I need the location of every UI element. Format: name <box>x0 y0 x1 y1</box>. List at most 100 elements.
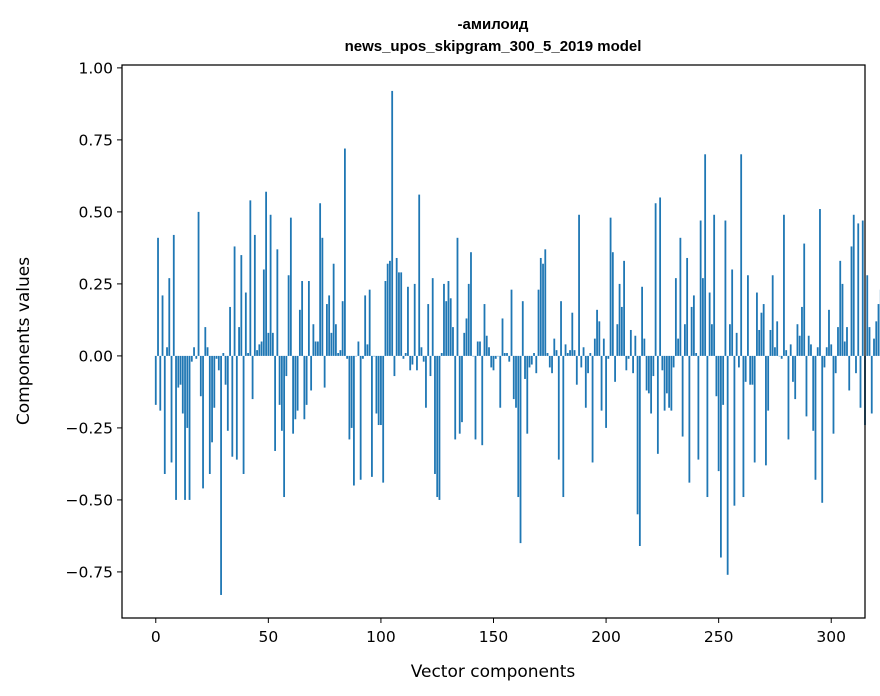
bar <box>756 292 758 356</box>
bar <box>643 338 646 356</box>
bar <box>656 355 659 454</box>
bar <box>677 338 680 356</box>
bar <box>591 355 594 463</box>
bar <box>560 301 562 356</box>
bar <box>179 355 182 385</box>
bar <box>580 355 583 368</box>
bar <box>503 353 506 356</box>
bar <box>699 220 702 356</box>
bar <box>510 289 513 356</box>
bar <box>841 283 844 356</box>
bar <box>578 214 580 356</box>
bar <box>332 263 335 356</box>
bar <box>154 355 157 405</box>
bar <box>226 355 229 431</box>
bar <box>319 203 322 356</box>
bar <box>416 355 418 371</box>
bar <box>873 338 875 356</box>
bar <box>278 355 281 405</box>
bar <box>760 312 763 356</box>
bar <box>362 355 364 359</box>
bar <box>566 353 569 356</box>
bar <box>481 355 484 446</box>
bar <box>535 355 538 374</box>
bar <box>517 355 520 498</box>
bar <box>195 355 198 359</box>
bar <box>866 275 869 356</box>
bar <box>857 223 860 356</box>
bar <box>208 355 211 474</box>
bar <box>330 332 333 356</box>
bar <box>695 353 698 356</box>
bar <box>274 355 276 451</box>
bar <box>172 234 175 356</box>
bar <box>614 355 616 382</box>
bar <box>467 283 470 356</box>
bar <box>289 217 292 356</box>
bar <box>823 355 826 368</box>
bar <box>843 341 846 356</box>
x-tick-label: 300 <box>816 628 846 646</box>
bar <box>690 306 693 356</box>
bar <box>530 355 533 365</box>
bar <box>623 260 625 356</box>
y-axis-ticks: −0.75 −0.50 −0.25 0.00 0.25 0.50 0.75 1.00 <box>66 59 122 581</box>
bar <box>722 355 725 405</box>
x-tick-label: 0 <box>151 628 161 646</box>
bar <box>260 341 263 356</box>
bar <box>542 263 544 356</box>
y-tick-label: −0.50 <box>66 491 114 509</box>
bar <box>589 353 592 356</box>
bar <box>267 332 270 356</box>
bar <box>539 257 542 356</box>
bar <box>215 355 218 359</box>
bar <box>731 269 734 356</box>
bar <box>501 318 504 356</box>
bar <box>276 249 279 356</box>
bar <box>661 355 664 371</box>
bar <box>670 355 673 411</box>
bar <box>389 260 391 356</box>
bar <box>647 355 650 394</box>
bar <box>744 355 747 382</box>
bar <box>515 355 517 408</box>
bar <box>776 321 779 356</box>
bar <box>211 355 213 443</box>
bar <box>206 347 209 356</box>
bar <box>733 355 736 506</box>
bar <box>474 355 477 440</box>
y-tick-label: 1.00 <box>78 59 113 77</box>
bar <box>753 355 756 463</box>
bar <box>186 355 189 428</box>
bar <box>224 355 227 385</box>
bar <box>499 355 502 408</box>
bar <box>555 350 558 356</box>
bar <box>346 355 349 359</box>
bar <box>253 234 256 356</box>
bar <box>305 355 308 405</box>
bar <box>456 237 459 356</box>
bar <box>386 263 389 356</box>
bar <box>271 332 274 356</box>
bar <box>627 355 630 359</box>
bar <box>296 355 299 411</box>
bar <box>688 355 691 483</box>
bar <box>771 275 774 356</box>
bar <box>740 154 743 356</box>
bar <box>834 355 837 374</box>
y-tick-label: 0.00 <box>78 347 113 365</box>
bar <box>546 353 549 356</box>
bar <box>848 355 851 391</box>
bar <box>765 355 767 466</box>
bar <box>600 355 603 411</box>
bars-group <box>154 90 880 595</box>
bar <box>629 329 632 356</box>
bar <box>553 338 556 356</box>
bar <box>697 355 700 460</box>
bar <box>292 355 295 434</box>
bar <box>384 281 387 356</box>
bar <box>368 289 371 356</box>
bar <box>177 355 180 388</box>
bar <box>479 341 481 356</box>
bar <box>704 154 707 356</box>
